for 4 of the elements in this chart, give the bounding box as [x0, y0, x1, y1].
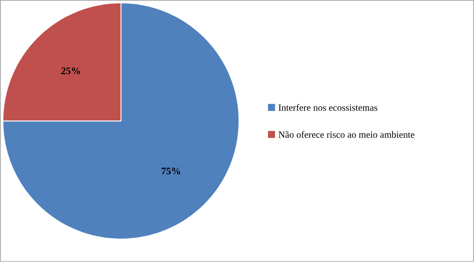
data-label: 25% — [61, 68, 80, 74]
legend-label: Não oferece risco ao meio ambiente — [278, 131, 414, 138]
legend-label: Interfere nos ecossistemas — [278, 104, 378, 111]
data-label: 75% — [162, 168, 180, 174]
